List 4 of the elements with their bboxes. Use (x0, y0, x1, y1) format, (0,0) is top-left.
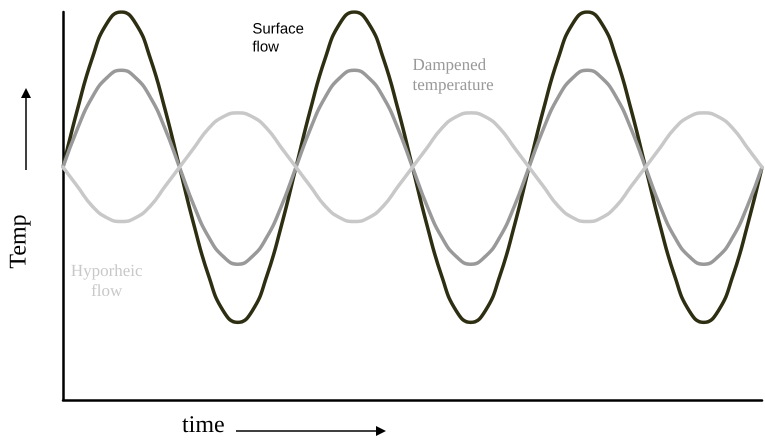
series-label: Dampened temperature (412, 55, 494, 94)
x-axis-title: time (182, 412, 225, 439)
series-label: Surface flow (252, 20, 304, 56)
y-axis-title: Temp (6, 214, 33, 269)
